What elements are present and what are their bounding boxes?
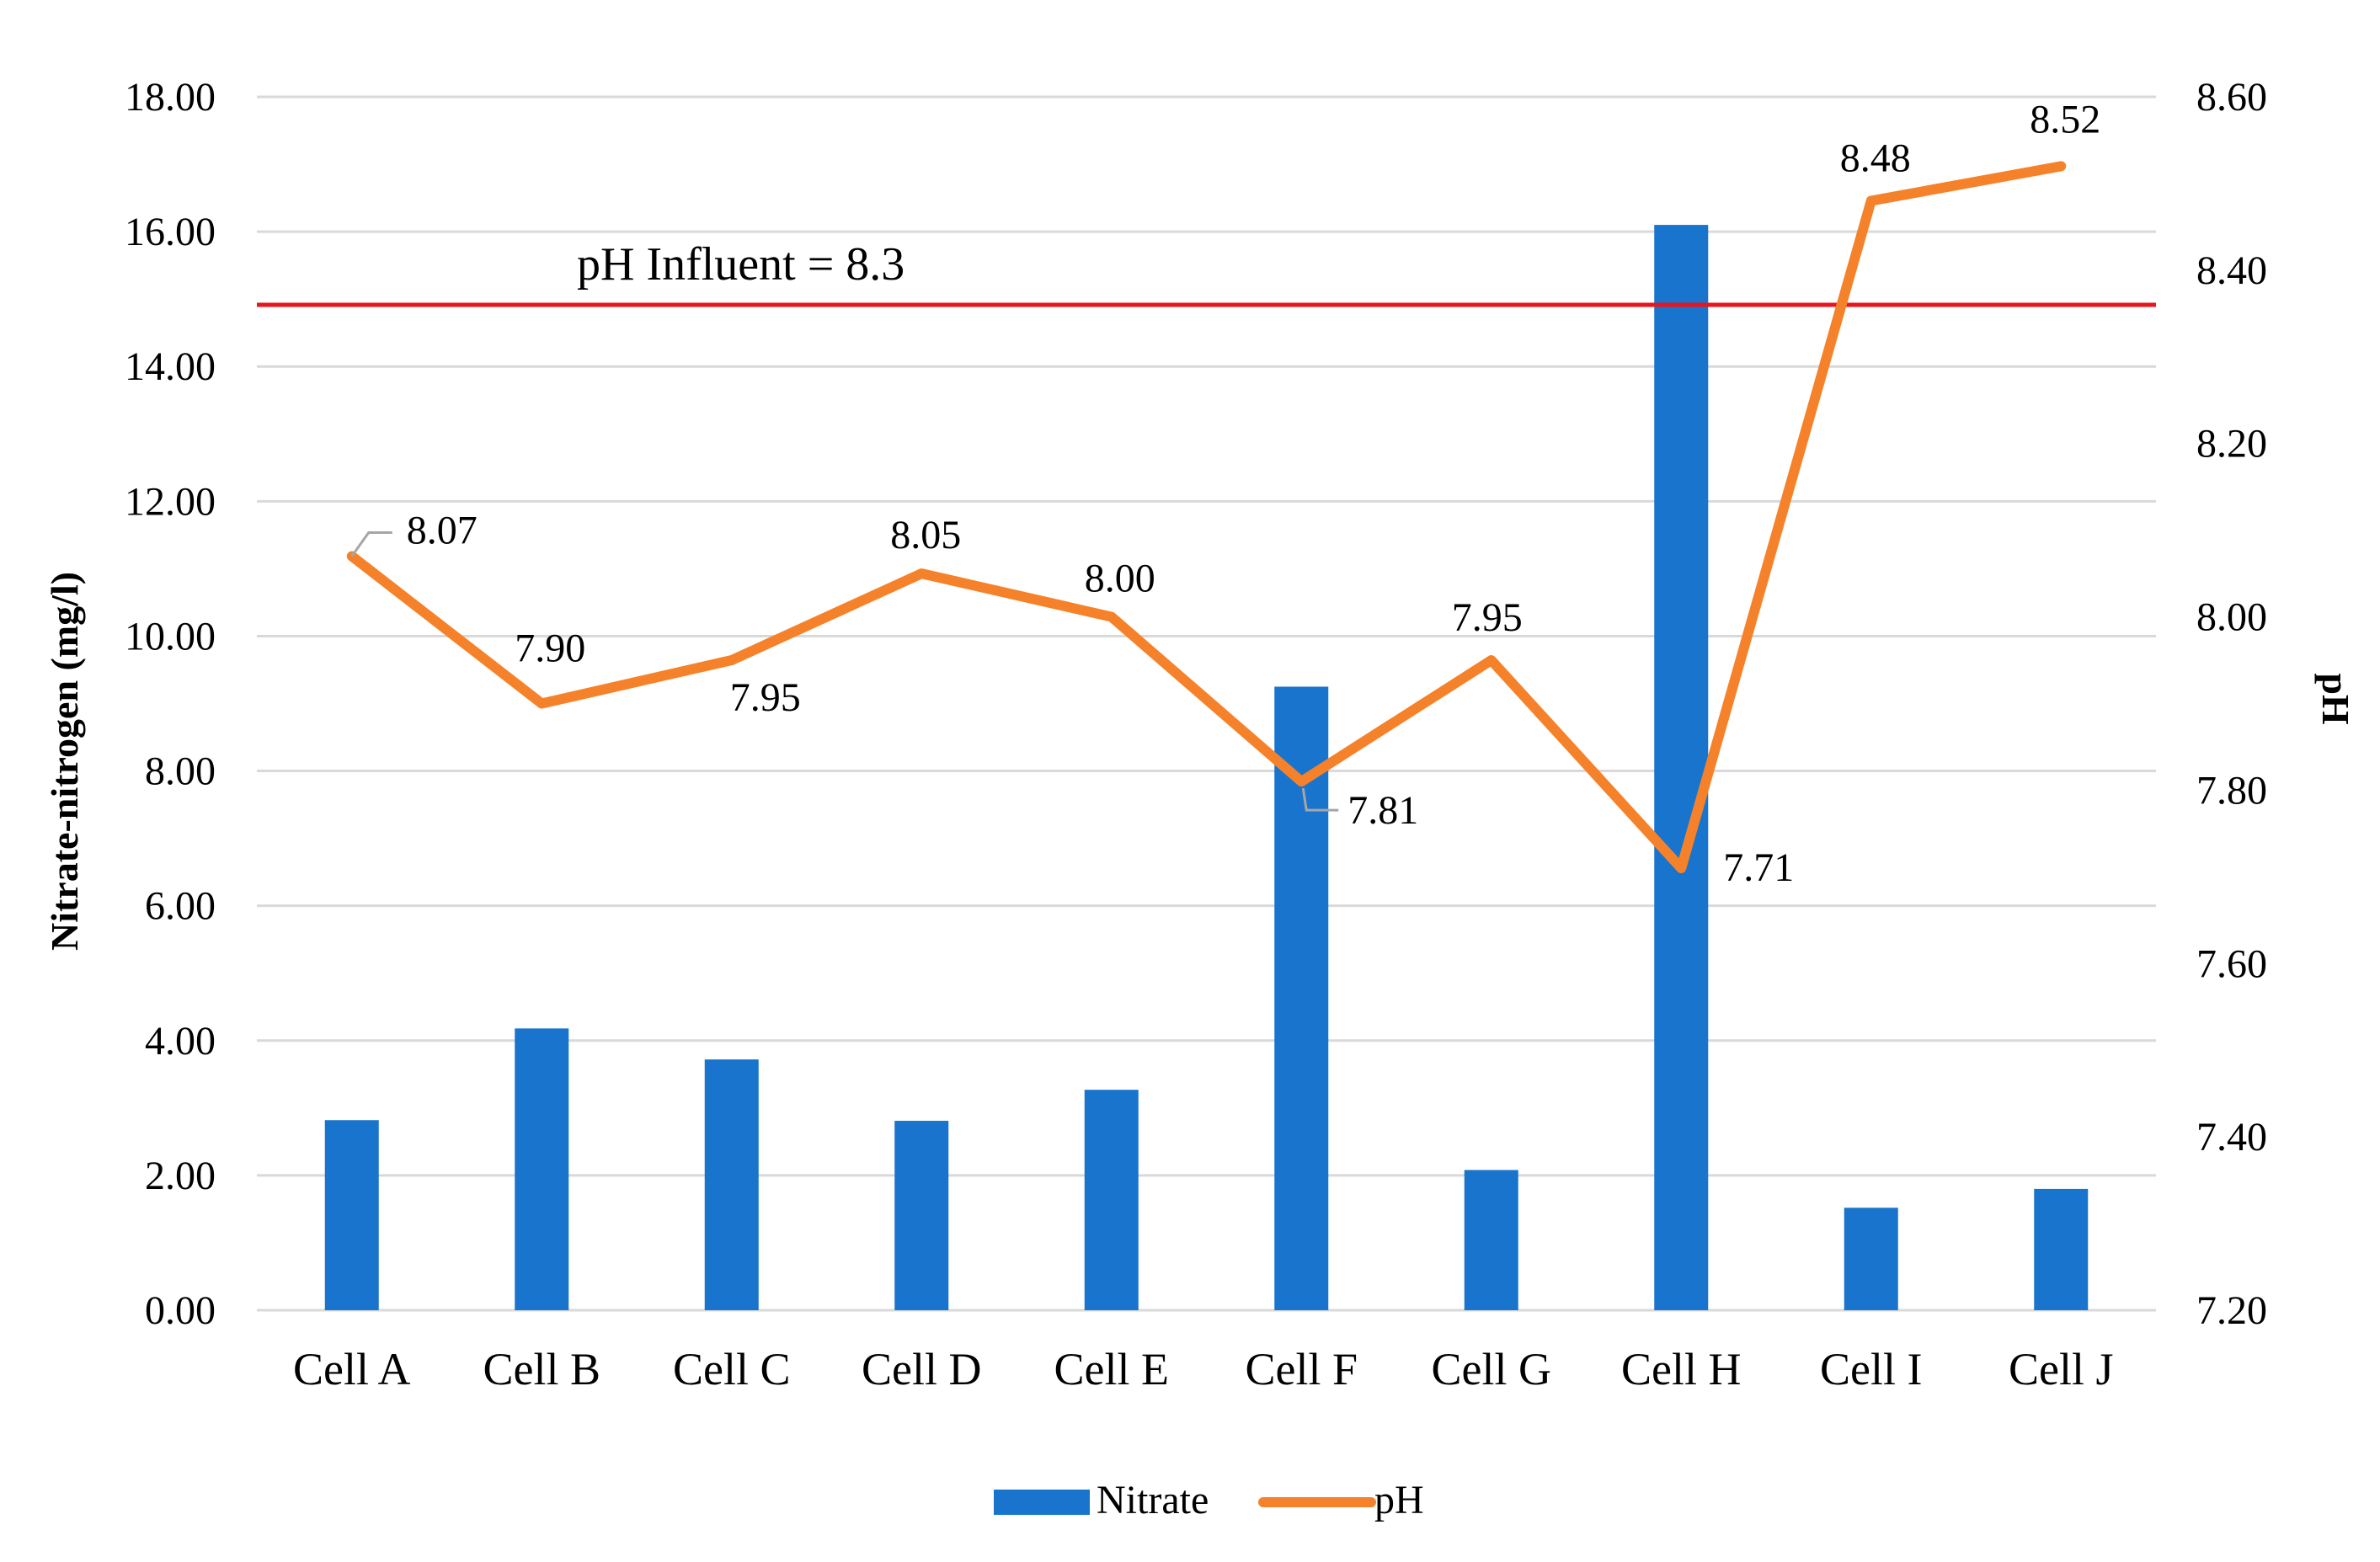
bar-cell-d xyxy=(894,1121,949,1310)
right-tick-label: 8.00 xyxy=(2196,595,2267,640)
right-tick-label: 7.20 xyxy=(2196,1288,2267,1333)
legend-label-nitrate: Nitrate xyxy=(1097,1478,1209,1522)
ph-data-label: 8.07 xyxy=(407,509,478,553)
legend-label-ph: pH xyxy=(1374,1478,1424,1522)
right-axis-title: pH xyxy=(2314,673,2357,725)
category-label: Cell H xyxy=(1621,1344,1742,1394)
legend-swatch-nitrate xyxy=(994,1490,1090,1515)
left-tick-label: 18.00 xyxy=(125,75,216,120)
left-tick-label: 4.00 xyxy=(145,1019,216,1064)
category-label: Cell I xyxy=(1820,1344,1922,1394)
bar-cell-f xyxy=(1274,686,1329,1310)
left-axis-title: Nitrate-nitrogen (mg/l) xyxy=(43,572,86,951)
bar-cell-e xyxy=(1084,1090,1139,1310)
left-tick-label: 0.00 xyxy=(145,1288,216,1333)
legend: Nitrate pH xyxy=(994,1478,1424,1522)
data-label-leader xyxy=(350,531,392,557)
category-label: Cell F xyxy=(1245,1344,1358,1394)
bar-cell-h xyxy=(1654,225,1709,1310)
nitrate-bars xyxy=(324,225,2089,1310)
right-tick-label: 8.60 xyxy=(2196,75,2267,120)
ph-data-label: 7.71 xyxy=(1723,845,1794,890)
left-tick-label: 16.00 xyxy=(125,210,216,254)
category-label: Cell B xyxy=(483,1344,600,1394)
left-tick-label: 8.00 xyxy=(145,749,216,794)
ph-data-label: 8.05 xyxy=(890,513,961,557)
left-tick-label: 10.00 xyxy=(125,614,216,658)
category-label: Cell E xyxy=(1054,1344,1169,1394)
left-tick-label: 14.00 xyxy=(125,344,216,389)
right-tick-label: 7.80 xyxy=(2196,768,2267,813)
gridlines xyxy=(257,95,2156,1312)
right-tick-label: 7.60 xyxy=(2196,941,2267,986)
ph-data-label: 7.95 xyxy=(1452,595,1523,640)
ph-data-label: 7.95 xyxy=(730,675,801,720)
category-label: Cell G xyxy=(1432,1344,1552,1394)
bar-cell-j xyxy=(2034,1188,2089,1310)
right-axis-ticks: 7.20 7.40 7.60 7.80 8.00 8.20 8.40 8.60 xyxy=(2196,75,2267,1333)
ph-data-label: 8.48 xyxy=(1840,136,1911,181)
ph-influent-label: pH Influent = 8.3 xyxy=(577,238,905,291)
category-label: Cell J xyxy=(2009,1344,2114,1394)
category-label: Cell D xyxy=(862,1344,982,1394)
right-tick-label: 7.40 xyxy=(2196,1115,2267,1160)
ph-data-label: 7.81 xyxy=(1347,788,1418,833)
ph-data-label: 7.90 xyxy=(515,626,585,671)
right-tick-label: 8.20 xyxy=(2196,422,2267,466)
category-label: Cell C xyxy=(673,1344,791,1394)
left-axis-ticks: 0.00 2.00 4.00 6.00 8.00 10.00 12.00 14.00 16.00… xyxy=(125,75,216,1333)
bar-cell-i xyxy=(1844,1207,1898,1310)
bar-cell-a xyxy=(324,1120,379,1310)
ph-line-group: 8.07 7.90 7.95 8.05 8.00 7.81 7.95 7.71 8.48 8.52 xyxy=(346,97,2100,890)
data-label-leader xyxy=(1301,787,1339,812)
bar-cell-g xyxy=(1464,1170,1518,1310)
bar-cell-c xyxy=(704,1059,759,1310)
ph-line xyxy=(346,161,2067,874)
ph-data-label: 8.00 xyxy=(1085,557,1155,601)
bar-cell-b xyxy=(515,1028,569,1310)
category-labels: Cell A Cell B Cell C Cell D Cell E Cell F Cell… xyxy=(293,1344,2114,1394)
ph-data-label: 8.52 xyxy=(2030,97,2100,141)
left-tick-label: 12.00 xyxy=(125,479,216,524)
right-tick-label: 8.40 xyxy=(2196,248,2267,293)
reference-line-group: pH Influent = 8.3 xyxy=(257,238,2156,307)
left-tick-label: 2.00 xyxy=(145,1154,216,1198)
category-label: Cell A xyxy=(293,1344,411,1394)
left-tick-label: 6.00 xyxy=(145,884,216,929)
